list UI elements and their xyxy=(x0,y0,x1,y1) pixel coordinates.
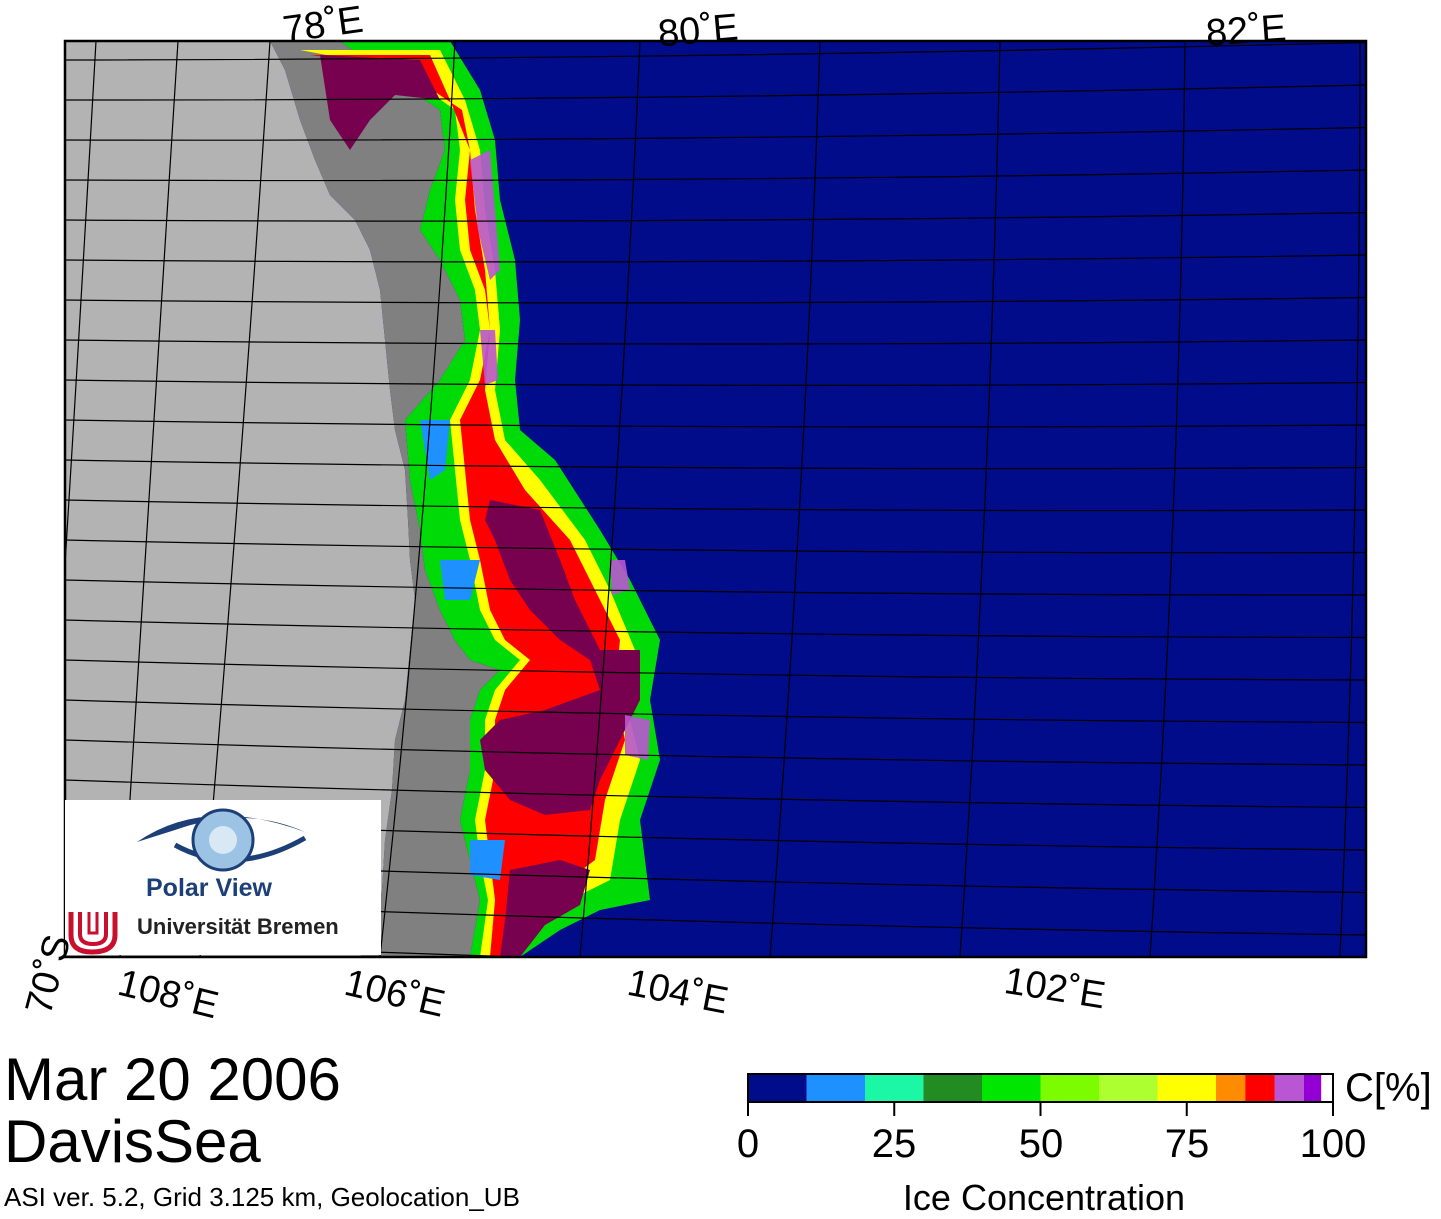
sea-ice-band-violet xyxy=(470,150,650,760)
colorbar-bin xyxy=(1216,1074,1246,1102)
logo-subtitle: Universität Bremen xyxy=(137,914,339,939)
colorbar-tick-2: 50 xyxy=(1018,1122,1064,1166)
meridian-line xyxy=(769,41,821,957)
colorbar-bin xyxy=(748,1074,807,1102)
parallel-line xyxy=(65,699,1366,724)
parallel-line xyxy=(65,211,1366,222)
colorbar-tick-4: 100 xyxy=(1299,1122,1367,1166)
footer-label: ASI ver. 5.2, Grid 3.125 km, Geolocation… xyxy=(4,1182,520,1212)
colorbar-bin xyxy=(923,1074,982,1102)
meridian-line xyxy=(959,41,1001,957)
colorbar-bin xyxy=(1245,1074,1275,1102)
colorbar-bin xyxy=(806,1074,865,1102)
parallel-line xyxy=(65,296,1366,304)
polynya-blue xyxy=(420,420,505,880)
parallel-line xyxy=(65,619,1366,639)
parallel-line xyxy=(65,41,1366,61)
ice-shelf xyxy=(270,41,500,957)
logo-title: Polar View xyxy=(146,874,272,902)
parallel-line xyxy=(65,459,1366,470)
parallel-line xyxy=(65,379,1366,386)
colorbar-tick-3: 75 xyxy=(1164,1122,1210,1166)
colorbar-tick-0: 0 xyxy=(736,1122,760,1166)
meridian-line xyxy=(1339,41,1361,957)
polar-view-logo: Polar View Universität Bremen xyxy=(65,800,381,955)
colorbar-tick-1: 25 xyxy=(871,1122,917,1166)
colorbar-unit: C[%] xyxy=(1345,1066,1432,1110)
colorbar-bin xyxy=(1157,1074,1216,1102)
parallel-line xyxy=(65,254,1366,263)
parallel-line xyxy=(65,84,1366,101)
colorbar-bin xyxy=(1274,1074,1304,1102)
parallel-line xyxy=(65,779,1366,809)
eye-icon xyxy=(68,808,307,955)
meridian-line xyxy=(579,41,641,957)
map-frame xyxy=(63,39,1368,959)
parallel-line xyxy=(65,539,1366,554)
colorbar-bin xyxy=(1040,1074,1099,1102)
lon-label-top-2: 82˚E xyxy=(1204,7,1288,55)
colorbar-title: Ice Concentration xyxy=(902,1177,1186,1218)
parallel-line xyxy=(65,579,1366,596)
parallel-line xyxy=(65,169,1366,182)
date-label: Mar 20 2006 xyxy=(4,1046,341,1113)
parallel-line xyxy=(65,126,1366,141)
lon-label-top-1: 80˚E xyxy=(656,6,740,56)
colorbar-bin xyxy=(1303,1074,1322,1102)
region-label: DavisSea xyxy=(4,1108,261,1175)
meridian-line xyxy=(379,41,456,957)
parallel-line xyxy=(65,659,1366,681)
bremen-u-icon xyxy=(68,912,118,955)
parallel-line xyxy=(65,419,1366,428)
colorbar-bin xyxy=(865,1074,924,1102)
colorbar-bin xyxy=(982,1074,1041,1102)
parallel-line xyxy=(65,499,1366,512)
parallel-line xyxy=(65,339,1366,345)
meridian-line xyxy=(1149,41,1186,957)
land-mass xyxy=(65,41,415,957)
colorbar-bin xyxy=(1321,1074,1333,1102)
sea-ice-band-purple xyxy=(320,55,640,957)
parallel-line xyxy=(65,739,1366,766)
colorbar-bin xyxy=(1099,1074,1158,1102)
colorbar xyxy=(747,1073,1334,1116)
